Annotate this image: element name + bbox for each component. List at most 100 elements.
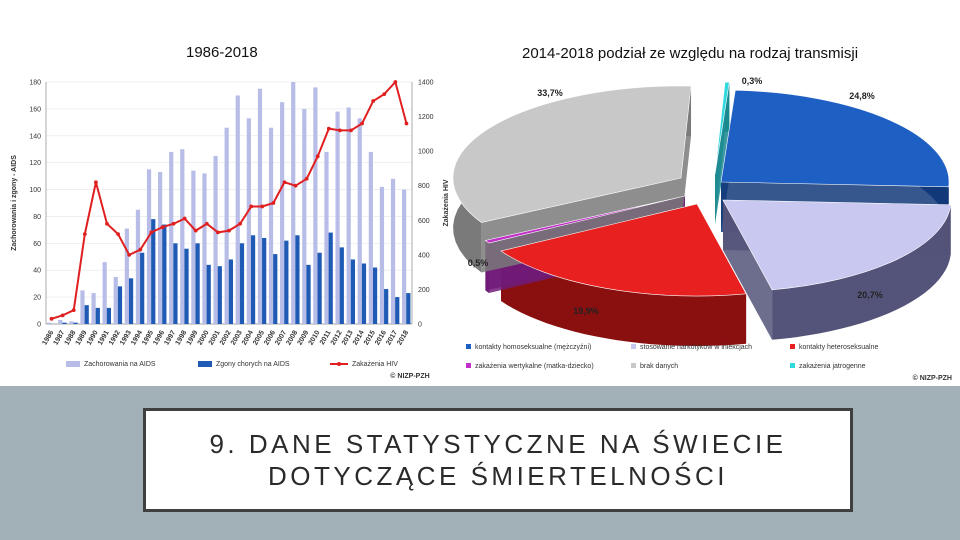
point-hiv xyxy=(49,316,54,321)
point-hiv xyxy=(94,180,98,185)
bar-aids-deaths xyxy=(184,248,189,324)
point-hiv xyxy=(127,252,132,257)
right-chart-title: 2014-2018 podział ze względu na rodzaj t… xyxy=(522,45,859,62)
y2-tick-label: 400 xyxy=(418,252,430,259)
y2-tick-label: 1200 xyxy=(418,114,434,121)
legend-swatch-pie xyxy=(466,344,471,349)
bar-aids-cases xyxy=(390,178,396,324)
point-hiv xyxy=(171,221,176,226)
watermark-left: © NIZP-PZH xyxy=(390,372,429,380)
y-tick-label: 160 xyxy=(29,106,41,113)
y2-axis-title: Zakażenia HIV xyxy=(443,179,450,226)
bar-aids-cases xyxy=(80,290,85,324)
bar-aids-deaths xyxy=(406,293,411,324)
point-hiv xyxy=(105,221,109,226)
bar-aids-deaths xyxy=(317,252,322,324)
point-hiv xyxy=(315,154,320,159)
bar-aids-deaths xyxy=(228,259,233,324)
bar-aids-deaths xyxy=(250,235,256,324)
pie-slice xyxy=(500,203,747,297)
point-hiv xyxy=(404,121,409,126)
point-hiv xyxy=(304,176,309,181)
pie-slice xyxy=(722,199,952,291)
left-chart-title: 1986-2018 xyxy=(186,44,258,61)
bar-aids-cases xyxy=(180,149,185,324)
point-hiv xyxy=(216,230,220,235)
bar-aids-deaths xyxy=(173,243,178,324)
pie-side xyxy=(501,251,747,346)
point-hiv xyxy=(371,99,376,103)
bar-aids-cases xyxy=(69,321,74,324)
bar-aids-deaths xyxy=(95,307,100,324)
watermark-right: © NIZP-PZH xyxy=(913,374,952,382)
y-tick-label: 60 xyxy=(33,241,41,248)
point-hiv xyxy=(138,247,143,252)
bar-aids-deaths xyxy=(195,243,200,324)
pie-label: 33,7% xyxy=(537,88,563,98)
pie-slice xyxy=(484,195,686,244)
bar-aids-cases xyxy=(158,172,163,324)
bar-aids-cases xyxy=(102,262,107,324)
point-hiv xyxy=(360,121,364,126)
y-tick-label: 140 xyxy=(29,133,41,140)
legend-swatch-pie xyxy=(631,344,636,349)
bar-aids-cases xyxy=(280,102,285,325)
bar-aids-cases xyxy=(91,293,96,324)
bar-aids-cases xyxy=(246,118,251,324)
bar-aids-deaths xyxy=(339,247,344,324)
pie-slice xyxy=(720,89,950,188)
bar-aids-cases xyxy=(402,189,407,324)
bar-aids-deaths xyxy=(273,254,278,324)
point-hiv xyxy=(260,204,265,209)
point-hiv xyxy=(71,308,76,313)
legend-swatch-pie xyxy=(790,344,795,349)
legend-label-cases: Zachorowania na AIDS xyxy=(84,361,156,368)
y2-tick-label: 200 xyxy=(418,287,430,294)
bar-aids-deaths xyxy=(140,252,145,324)
pie-wall xyxy=(723,200,773,340)
legend-swatch-pie xyxy=(790,363,795,368)
point-hiv xyxy=(204,221,209,226)
y-tick-label: 20 xyxy=(33,295,41,302)
y-tick-label: 40 xyxy=(33,268,41,275)
pie-label: 20,7% xyxy=(857,290,883,300)
point-hiv xyxy=(338,128,342,133)
bar-aids-deaths xyxy=(295,235,300,324)
legend-label-hiv: Zakażenia HIV xyxy=(352,361,398,368)
bar-aids-deaths xyxy=(162,224,167,324)
pie-label: 24,8% xyxy=(849,91,875,101)
bar-aids-cases xyxy=(302,108,307,324)
bar-aids-deaths xyxy=(284,240,289,324)
bar-aids-deaths xyxy=(62,322,67,324)
legend-label-pie: zakażenia wertykalne (matka-dziecko) xyxy=(475,363,594,370)
pie-label: 19,9% xyxy=(573,306,599,316)
point-hiv xyxy=(116,232,120,237)
legend-label-pie: brak danych xyxy=(640,363,678,370)
bar-aids-deaths xyxy=(117,286,123,324)
bar-aids-cases xyxy=(135,209,141,324)
pie-wall xyxy=(681,86,692,228)
bar-aids-cases xyxy=(169,151,174,324)
y2-tick-label: 1400 xyxy=(418,80,434,87)
point-hiv xyxy=(382,92,387,96)
bar-aids-cases xyxy=(47,322,52,324)
point-hiv xyxy=(326,126,331,131)
transmission-pie-chart: 24,8% 20,7% 19,9% 0,5% 33,7% 0,3% kontakty hom… xyxy=(452,76,952,382)
bar-aids-deaths xyxy=(350,259,355,324)
bar-aids-deaths xyxy=(384,289,389,324)
y2-tick-label: 1000 xyxy=(418,149,434,156)
bar-aids-deaths xyxy=(73,322,78,324)
bar-aids-cases xyxy=(202,173,207,324)
y-tick-label: 180 xyxy=(29,80,41,87)
bar-aids-deaths xyxy=(128,278,134,324)
y2-tick-label: 600 xyxy=(418,218,430,225)
bar-aids-cases xyxy=(324,151,329,324)
bar-aids-deaths xyxy=(395,297,400,324)
legend-label-pie: kontakty homoseksualne (mężczyźni) xyxy=(475,344,591,351)
legend-label-pie: kontakty heteroseksualne xyxy=(799,344,878,351)
y-axis-title: Zachorowania i zgony - AIDS xyxy=(11,155,18,251)
legend-swatch-pie xyxy=(466,363,471,368)
bar-aids-cases xyxy=(357,118,362,324)
pie-wall xyxy=(715,82,730,224)
legend-swatch-pie xyxy=(631,363,636,368)
